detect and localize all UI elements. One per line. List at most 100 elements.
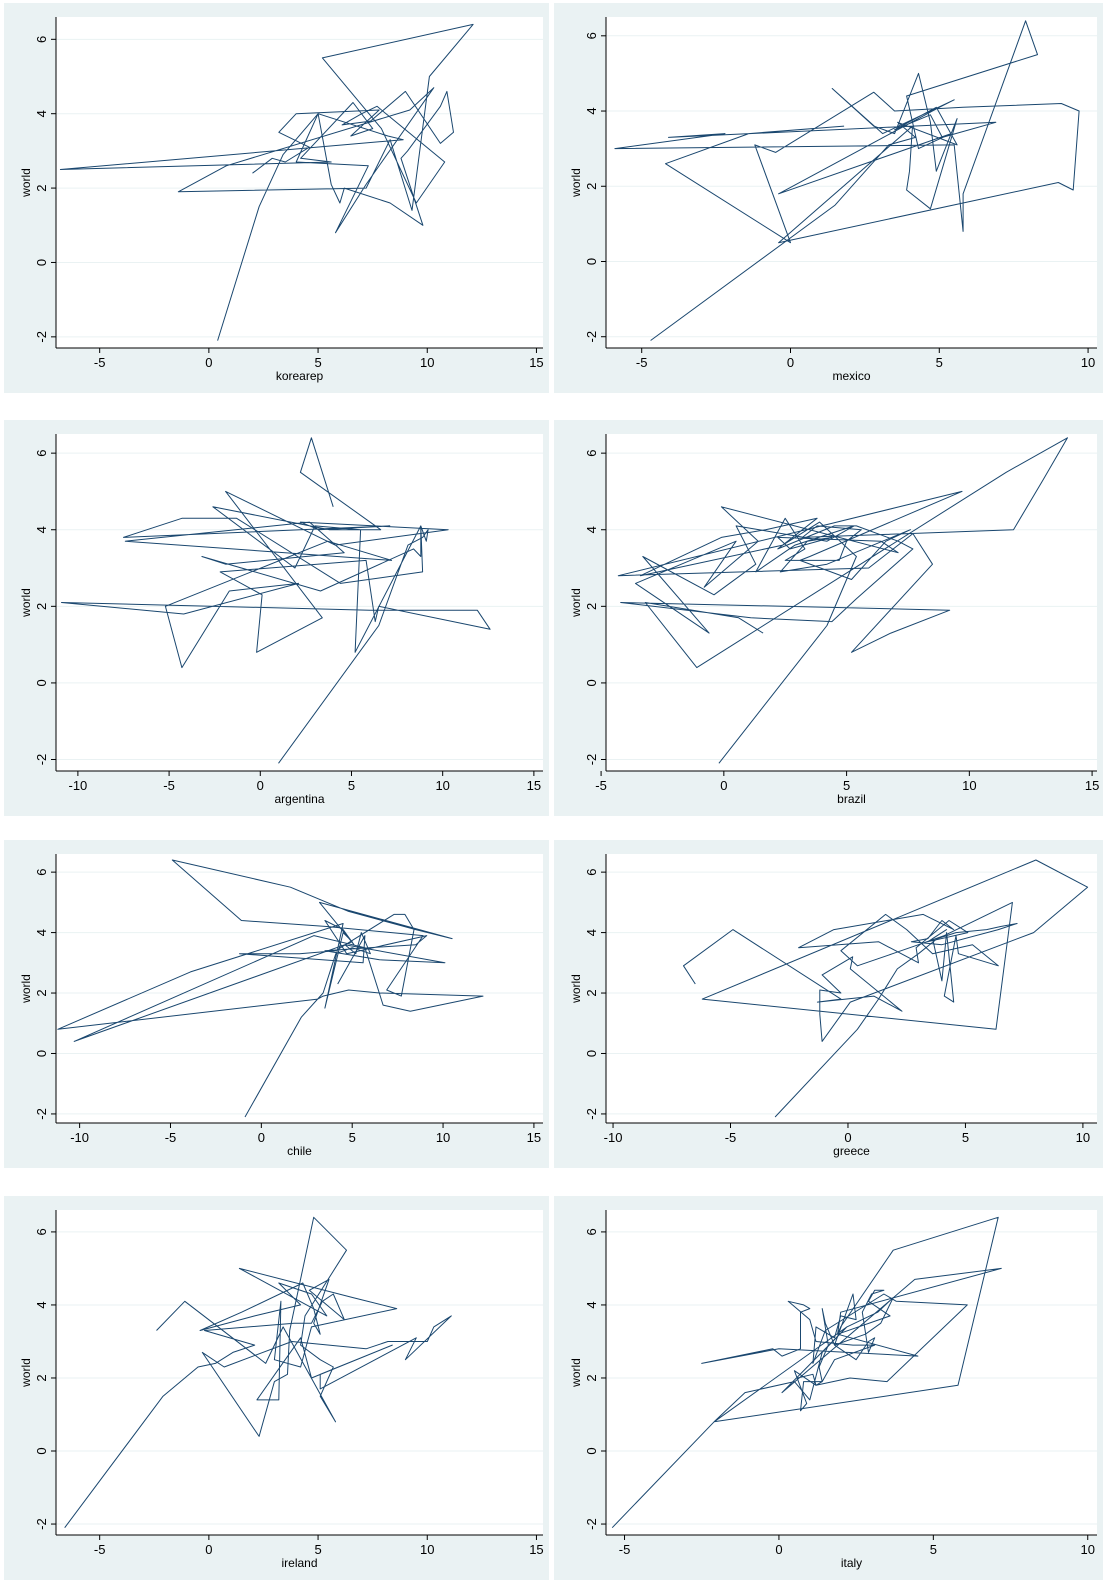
x-tick-label: 0 [787,355,794,370]
data-point [923,914,924,915]
data-point [635,583,636,584]
data-point [958,953,959,954]
data-point [865,1334,866,1335]
y-axis-title: world [569,1358,583,1388]
data-point [857,1029,858,1030]
y-tick-label: 2 [584,1374,599,1381]
data-point [846,1326,847,1327]
y-tick-label: 6 [34,1228,49,1235]
data-point [944,995,945,996]
data-point [258,206,259,207]
y-tick-label: 4 [34,1301,49,1308]
y-tick-label: 4 [34,526,49,533]
data-point [901,1011,902,1012]
data-point [927,938,928,939]
data-point [781,1392,782,1393]
data-point [433,87,434,88]
data-point [355,953,356,954]
data-point [380,529,381,530]
data-point [763,633,764,634]
data-point [825,1330,826,1331]
data-point [473,24,474,25]
data-point [274,1359,275,1360]
data-point [953,1002,954,1003]
data-point [873,125,874,126]
x-tick-label: 10 [420,355,434,370]
y-tick-label: -2 [584,754,599,766]
y-tick-label: -2 [584,331,599,343]
data-point [911,941,912,942]
data-point [803,1381,804,1382]
x-tick-label: -10 [70,1130,89,1145]
data-point [962,107,963,108]
chart-svg: -5 0 5 10 15 -2 0 2 4 6 ireland world [4,1196,549,1580]
data-point [344,552,345,553]
data-point [861,529,862,530]
data-point [915,137,916,138]
y-tick-label: 4 [34,929,49,936]
data-point [331,184,332,185]
y-tick-label: 6 [584,869,599,876]
data-point [314,525,315,526]
data-point [880,1323,881,1324]
data-point [236,518,237,519]
data-point [298,583,299,584]
x-tick-label: 15 [1085,778,1099,793]
data-point [215,1363,216,1364]
data-point [389,525,390,526]
data-point [898,552,899,553]
scatter-panel-argentina: -10 -5 0 5 10 15 -2 0 2 4 6 argentina world [4,420,549,816]
data-point [318,529,319,530]
data-point [709,633,710,634]
x-tick-label: 0 [720,778,727,793]
data-point [868,1341,869,1342]
data-point [162,1396,163,1397]
data-point [896,1301,897,1302]
data-point [701,1363,702,1364]
data-point [936,171,937,172]
data-point [200,1330,201,1331]
data-point [378,625,379,626]
data-point [822,1381,823,1382]
data-point [873,995,874,996]
data-point [262,594,263,595]
data-point [322,617,323,618]
data-point [831,537,832,538]
x-tick-label: 0 [257,778,264,793]
data-point [932,938,933,939]
data-point [452,938,453,939]
chart-svg: -5 0 5 10 -2 0 2 4 6 italy world [554,1196,1103,1580]
data-point [326,926,327,927]
data-point [309,521,310,522]
y-tick-label: 2 [584,603,599,610]
data-point [204,1330,205,1331]
plot-area [606,17,1097,348]
data-point [932,953,933,954]
data-point [874,1290,875,1291]
data-point [822,974,823,975]
data-point [64,1527,65,1528]
data-point [804,548,805,549]
data-point [482,995,483,996]
data-point [892,953,893,954]
data-point [840,1326,841,1327]
data-point [781,1355,782,1356]
data-point [822,1041,823,1042]
data-point [372,128,373,129]
data-point [181,518,182,519]
chart-svg: -5 0 5 10 15 -2 0 2 4 6 korearep world [4,3,549,393]
data-point [856,556,857,557]
data-point [401,995,402,996]
data-point [642,556,643,557]
chart-svg: -10 -5 0 5 10 15 -2 0 2 4 6 argentina world [4,420,549,816]
x-tick-label: -10 [604,1130,623,1145]
data-point [390,202,391,203]
data-point [942,137,943,138]
data-point [877,1312,878,1313]
data-point [415,944,416,945]
data-point [319,902,320,903]
data-point [612,1527,613,1528]
data-point [1073,189,1074,190]
x-tick-label: 10 [420,1542,434,1557]
data-point [57,1029,58,1030]
